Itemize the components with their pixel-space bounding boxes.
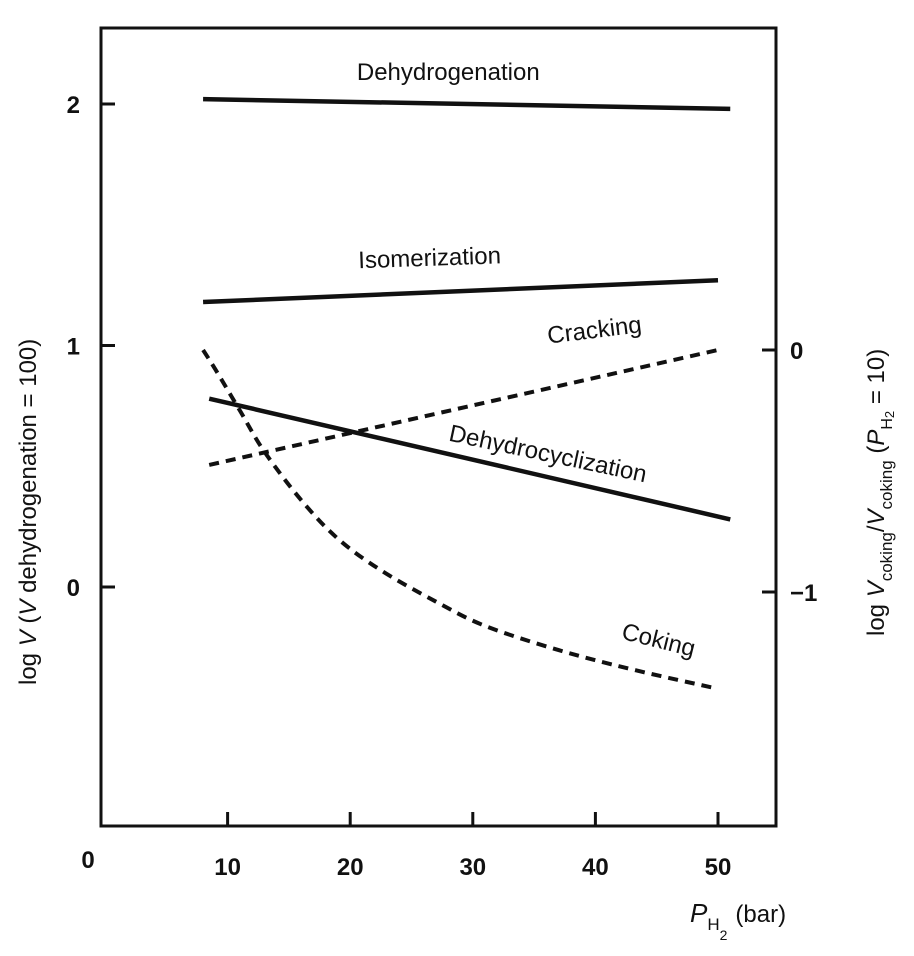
series-label-coking: Coking — [619, 618, 698, 662]
x-axis-label: PH2(bar) — [690, 898, 786, 943]
series-cracking-line — [208, 348, 719, 467]
y-left-tick-label: 0 — [67, 575, 80, 602]
series-coking-line — [201, 348, 719, 691]
x-tick-label: 50 — [705, 854, 732, 881]
y-right-tick-label: −1 — [790, 580, 817, 607]
plot-frame — [99, 26, 778, 828]
series-label-isomerization: Isomerization — [358, 242, 502, 274]
y-left-tick-label: 1 — [67, 334, 80, 361]
x-tick-label: 20 — [337, 854, 364, 881]
series-label-cracking: Cracking — [546, 311, 643, 349]
x-tick-label: 30 — [459, 854, 486, 881]
y-axis-right-label: log Vcoking/Vcoking (PH2 = 10) — [863, 349, 897, 636]
series-label-dehydrogenation: Dehydrogenation — [357, 59, 540, 86]
series-dehydrogenation-line — [203, 96, 731, 112]
y-axis-left-label: log V (V dehydrogenation = 100) — [15, 339, 42, 685]
series-dehydrocyclization-line — [208, 396, 731, 522]
x-tick-label: 0 — [81, 847, 94, 874]
x-tick-label: 40 — [582, 854, 609, 881]
y-right-tick-label: 0 — [790, 338, 803, 365]
series-isomerization-line — [202, 278, 719, 305]
y-left-tick-label: 2 — [67, 92, 80, 119]
x-tick-label: 10 — [214, 854, 241, 881]
